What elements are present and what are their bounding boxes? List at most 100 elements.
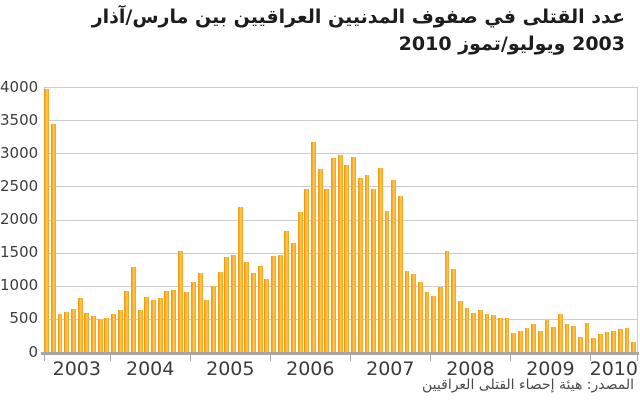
bar-2005-03 [204, 300, 210, 352]
bar-2007-11 [417, 282, 423, 352]
bar-2008-07 [471, 312, 477, 352]
bar-2003-08 [77, 298, 83, 352]
bar-2008-09 [484, 313, 490, 352]
bar-2005-10 [251, 272, 256, 352]
bar-2009-07 [551, 326, 557, 352]
bar-2007-12 [424, 292, 430, 352]
bar-2007-04 [371, 189, 376, 352]
bar-2006-01 [271, 255, 276, 352]
bar-2004-07 [151, 300, 156, 352]
plot-right-border [636, 87, 638, 352]
x-axis-label-2005: 2005 [206, 358, 255, 380]
source-note: المصدر: هيئة إحصاء القتلى العراقيين [422, 377, 634, 393]
bar-2006-07 [311, 142, 316, 352]
bar-2008-05 [457, 301, 463, 352]
bar-2005-04 [211, 286, 216, 352]
bar-2008-12 [504, 318, 510, 352]
bar-2006-06 [304, 189, 310, 352]
x-axis-tick-end [637, 355, 639, 361]
bar-2005-01 [191, 281, 196, 352]
bar-2009-01 [511, 332, 517, 352]
bar-2007-07 [391, 180, 396, 352]
x-axis-tick-2003 [43, 355, 45, 361]
x-axis-label-2008: 2008 [446, 358, 495, 380]
bar-2005-11 [257, 265, 263, 352]
bar-2005-12 [264, 279, 270, 352]
y-axis-label-3000: 3000 [0, 143, 39, 162]
bar-2006-02 [277, 255, 283, 352]
bar-2006-09 [324, 189, 330, 352]
bar-2010-05 [617, 328, 623, 352]
bar-2010-04 [611, 330, 617, 352]
bar-2008-01 [431, 296, 437, 353]
bar-2006-03 [284, 231, 290, 352]
bar-2003-06 [64, 311, 70, 352]
bar-2004-05 [137, 310, 143, 352]
bar-2010-06 [624, 327, 630, 352]
x-axis-label-2003: 2003 [52, 358, 101, 380]
bar-2006-11 [337, 154, 343, 352]
gridline-3500 [43, 120, 637, 122]
chart-title: عدد القتلى في صفوف المدنيين العراقيين بي… [25, 4, 625, 58]
bar-2007-02 [357, 177, 363, 352]
bar-2010-07 [631, 342, 637, 352]
bar-2009-08 [557, 313, 563, 352]
bar-2004-12 [184, 291, 190, 352]
bar-2009-03 [524, 328, 530, 352]
bar-2003-10 [91, 315, 96, 352]
bar-2009-10 [571, 325, 577, 352]
bar-2004-11 [177, 250, 183, 352]
bar-2006-08 [317, 168, 323, 352]
y-axis-label-4000: 4000 [0, 77, 39, 96]
bar-2004-09 [164, 290, 170, 352]
chart-title-line1: عدد القتلى في صفوف المدنيين العراقيين بي… [91, 6, 625, 28]
bar-2006-12 [344, 164, 350, 352]
bar-2008-11 [497, 317, 503, 353]
bar-2005-05 [217, 271, 223, 352]
y-axis-label-2500: 2500 [0, 176, 39, 195]
gridline-4000 [43, 87, 637, 88]
bar-2008-03 [444, 250, 450, 352]
chart-title-line2: 2003 ويوليو/تموز 2010 [398, 33, 625, 55]
bar-2005-06 [224, 256, 230, 352]
x-axis-label-2004: 2004 [126, 358, 175, 380]
bar-2010-03 [604, 332, 610, 352]
bar-2007-06 [384, 210, 390, 352]
x-axis-tick-2009 [510, 355, 512, 361]
bar-2006-04 [291, 243, 296, 352]
bar-2009-02 [517, 330, 523, 352]
y-axis-label-3500: 3500 [0, 110, 39, 129]
x-axis-tick-2007 [350, 355, 352, 361]
x-axis-line [41, 352, 639, 355]
bar-2007-08 [397, 195, 403, 352]
bar-2003-04 [51, 124, 56, 352]
bar-2008-06 [464, 307, 470, 352]
bar-2005-09 [244, 262, 250, 352]
bar-2003-11 [97, 319, 103, 352]
bar-2006-05 [297, 211, 303, 352]
bar-2005-07 [231, 254, 236, 352]
bar-2003-03 [44, 88, 50, 352]
bar-2010-01 [591, 337, 597, 352]
bar-2009-04 [531, 323, 537, 352]
bar-2009-11 [577, 337, 583, 352]
y-axis-label-1000: 1000 [0, 276, 39, 295]
bar-2009-12 [584, 322, 590, 352]
bar-2004-04 [131, 266, 136, 352]
bar-2008-02 [437, 287, 443, 352]
bar-2003-12 [104, 317, 110, 353]
bar-2009-06 [544, 320, 550, 352]
y-axis-label-0: 0 [28, 342, 38, 361]
bar-2003-05 [57, 313, 63, 352]
x-axis-label-2006: 2006 [286, 358, 335, 380]
y-axis-label-500: 500 [9, 309, 38, 328]
x-axis-label-2009: 2009 [526, 358, 575, 380]
bar-2010-02 [597, 334, 603, 352]
bar-2005-02 [197, 273, 203, 352]
y-axis-label-2000: 2000 [0, 210, 39, 228]
x-axis-label-2007: 2007 [366, 358, 415, 380]
bar-2004-06 [144, 297, 150, 352]
bar-2008-04 [451, 269, 457, 352]
